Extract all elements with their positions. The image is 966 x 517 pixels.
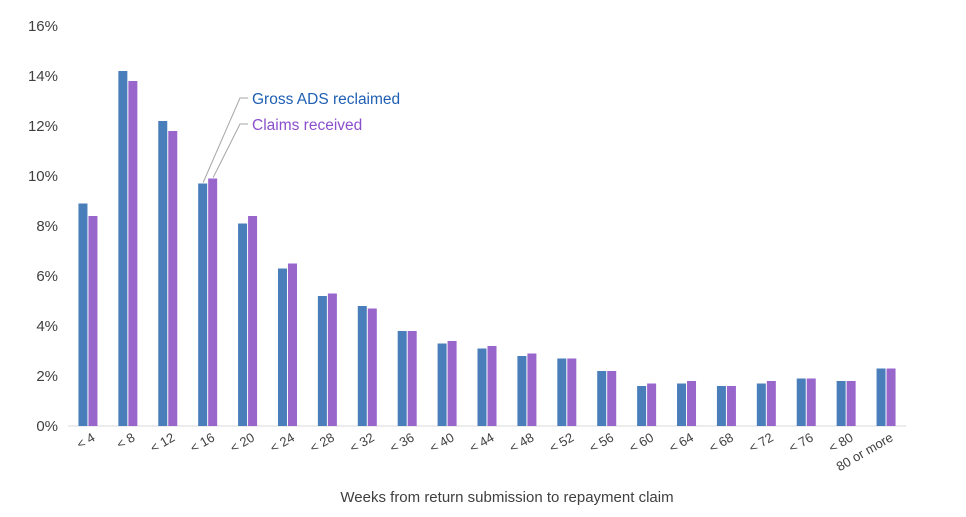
bar-gross-ads-14: [637, 386, 647, 426]
x-tick-label: < 20: [227, 430, 257, 456]
bar-claims-17: [766, 381, 776, 426]
bar-claims-19: [846, 381, 856, 426]
leader-line-claims: [212, 123, 248, 178]
bar-gross-ads-0: [78, 203, 88, 426]
bar-claims-0: [88, 216, 98, 426]
bar-claims-16: [726, 386, 736, 426]
bar-claims-3: [208, 178, 218, 426]
y-tick-label: 8%: [36, 218, 58, 235]
bar-gross-ads-6: [317, 296, 327, 426]
bar-gross-ads-17: [756, 383, 766, 426]
bar-gross-ads-11: [517, 356, 527, 426]
y-tick-label: 14%: [28, 68, 58, 85]
bar-claims-6: [327, 293, 337, 426]
bar-claims-9: [447, 341, 457, 426]
bar-gross-ads-19: [836, 381, 846, 426]
series-annotations: Gross ADS reclaimed Claims received: [202, 91, 400, 183]
bar-gross-ads-2: [158, 121, 168, 426]
leader-line-gross-ads: [202, 97, 248, 183]
x-tick-label: < 32: [347, 430, 377, 456]
bar-gross-ads-3: [198, 183, 208, 426]
y-tick-label: 6%: [36, 268, 58, 285]
bar-claims-10: [487, 346, 497, 426]
annotation-claims-received: Claims received: [252, 117, 362, 134]
x-axis-ticks: < 4 < 8 < 12 < 16 < 20 < 24 < 28 < 32 < 36 < 40 < …: [74, 430, 896, 474]
bar-claims-13: [607, 371, 617, 426]
bar-claims-15: [687, 381, 697, 426]
y-tick-label: 4%: [36, 318, 58, 335]
x-tick-label: < 44: [467, 430, 497, 456]
x-tick-label: < 28: [307, 430, 337, 456]
x-tick-label: < 12: [148, 430, 178, 456]
bar-claims-1: [128, 81, 138, 426]
bar-claims-7: [367, 308, 377, 426]
y-tick-label: 0%: [36, 418, 58, 435]
x-tick-label: < 64: [666, 430, 696, 456]
x-tick-label: < 48: [507, 430, 537, 456]
bar-claims-2: [168, 131, 178, 426]
x-tick-label: < 8: [114, 430, 137, 452]
x-axis-title: Weeks from return submission to repaymen…: [340, 489, 673, 506]
bar-claims-8: [407, 331, 417, 426]
bar-gross-ads-7: [357, 306, 367, 426]
bar-gross-ads-1: [118, 71, 128, 426]
bar-gross-ads-20: [876, 368, 886, 426]
x-tick-label: < 60: [626, 430, 656, 456]
bar-gross-ads-10: [477, 348, 487, 426]
x-tick-label: < 68: [706, 430, 736, 456]
bar-gross-ads-18: [796, 378, 806, 426]
bars-group: [78, 71, 896, 426]
bar-gross-ads-15: [677, 383, 687, 426]
bar-claims-20: [886, 368, 896, 426]
x-tick-label: < 36: [387, 430, 417, 456]
bar-claims-12: [567, 358, 577, 426]
bar-gross-ads-5: [277, 268, 287, 426]
x-tick-label: < 52: [547, 430, 577, 456]
y-tick-label: 16%: [28, 18, 58, 35]
y-tick-label: 12%: [28, 118, 58, 135]
x-tick-label: < 40: [427, 430, 457, 456]
x-tick-label: < 24: [267, 430, 297, 456]
bar-claims-14: [647, 383, 657, 426]
bar-gross-ads-9: [437, 343, 447, 426]
x-tick-label: < 4: [74, 430, 97, 452]
bar-gross-ads-8: [397, 331, 407, 426]
bar-claims-18: [806, 378, 816, 426]
x-tick-label: < 56: [586, 430, 616, 456]
bar-claims-4: [248, 216, 258, 426]
bar-gross-ads-16: [716, 386, 726, 426]
x-tick-label: < 72: [746, 430, 776, 456]
bar-gross-ads-13: [597, 371, 607, 426]
bar-claims-11: [527, 353, 537, 426]
bar-gross-ads-12: [557, 358, 567, 426]
bar-gross-ads-4: [238, 223, 248, 426]
y-axis-ticks: 0% 2% 4% 6% 8% 10% 12% 14% 16%: [28, 18, 58, 435]
y-tick-label: 2%: [36, 368, 58, 385]
bar-claims-5: [287, 263, 297, 426]
annotation-gross-ads-reclaimed: Gross ADS reclaimed: [252, 91, 400, 108]
y-tick-label: 10%: [28, 168, 58, 185]
x-tick-label: < 76: [786, 430, 816, 456]
x-tick-label: < 16: [187, 430, 217, 456]
